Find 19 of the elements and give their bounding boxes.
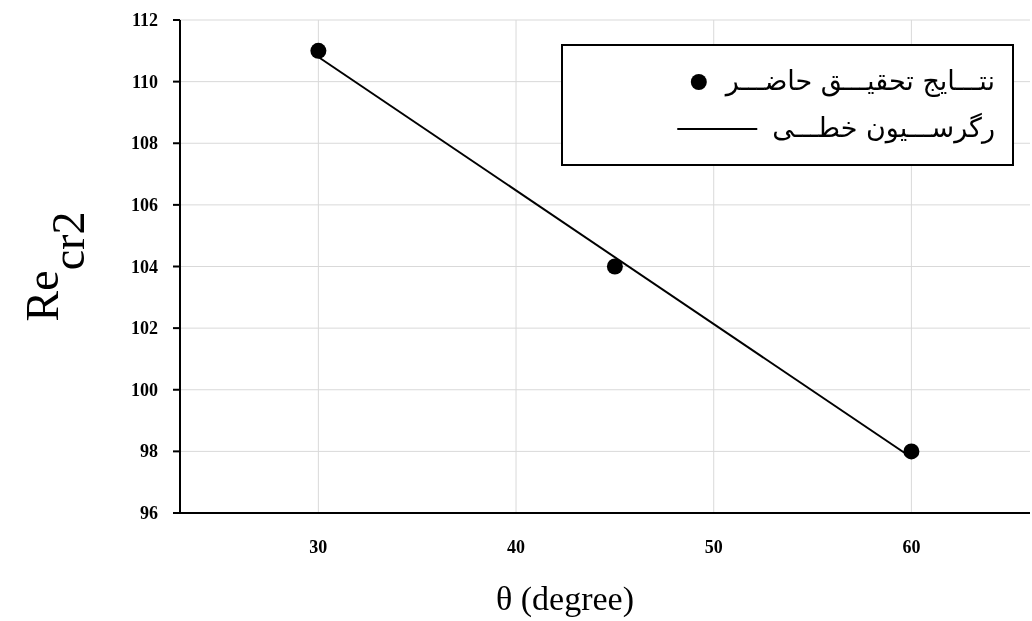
legend-label: رگرســـیون خطـــی — [772, 112, 995, 144]
legend-item: نتـــایج تحقیـــق حاضـــر — [690, 65, 995, 96]
x-axis-title: θ (degree) — [495, 580, 635, 618]
y-tick-label: 98 — [140, 441, 158, 462]
x-tick-label: 30 — [309, 537, 328, 557]
y-tick-label: 102 — [131, 318, 158, 339]
x-tick-label: 60 — [902, 537, 921, 557]
point — [606, 258, 623, 275]
y-tick-label: 106 — [131, 194, 158, 215]
y-tick-label: 100 — [131, 379, 158, 400]
y-tick-label: 110 — [131, 71, 158, 92]
x-tick-label: 40 — [507, 537, 526, 557]
y-tick-label: 104 — [131, 256, 158, 277]
y-tick-label: 112 — [131, 10, 158, 30]
x-tick-label: 50 — [704, 537, 723, 557]
point — [310, 42, 327, 59]
y-tick-label: 96 — [140, 503, 158, 523]
y-tick-label: 108 — [131, 133, 158, 154]
legend-item: رگرســـیون خطـــی — [676, 112, 995, 143]
